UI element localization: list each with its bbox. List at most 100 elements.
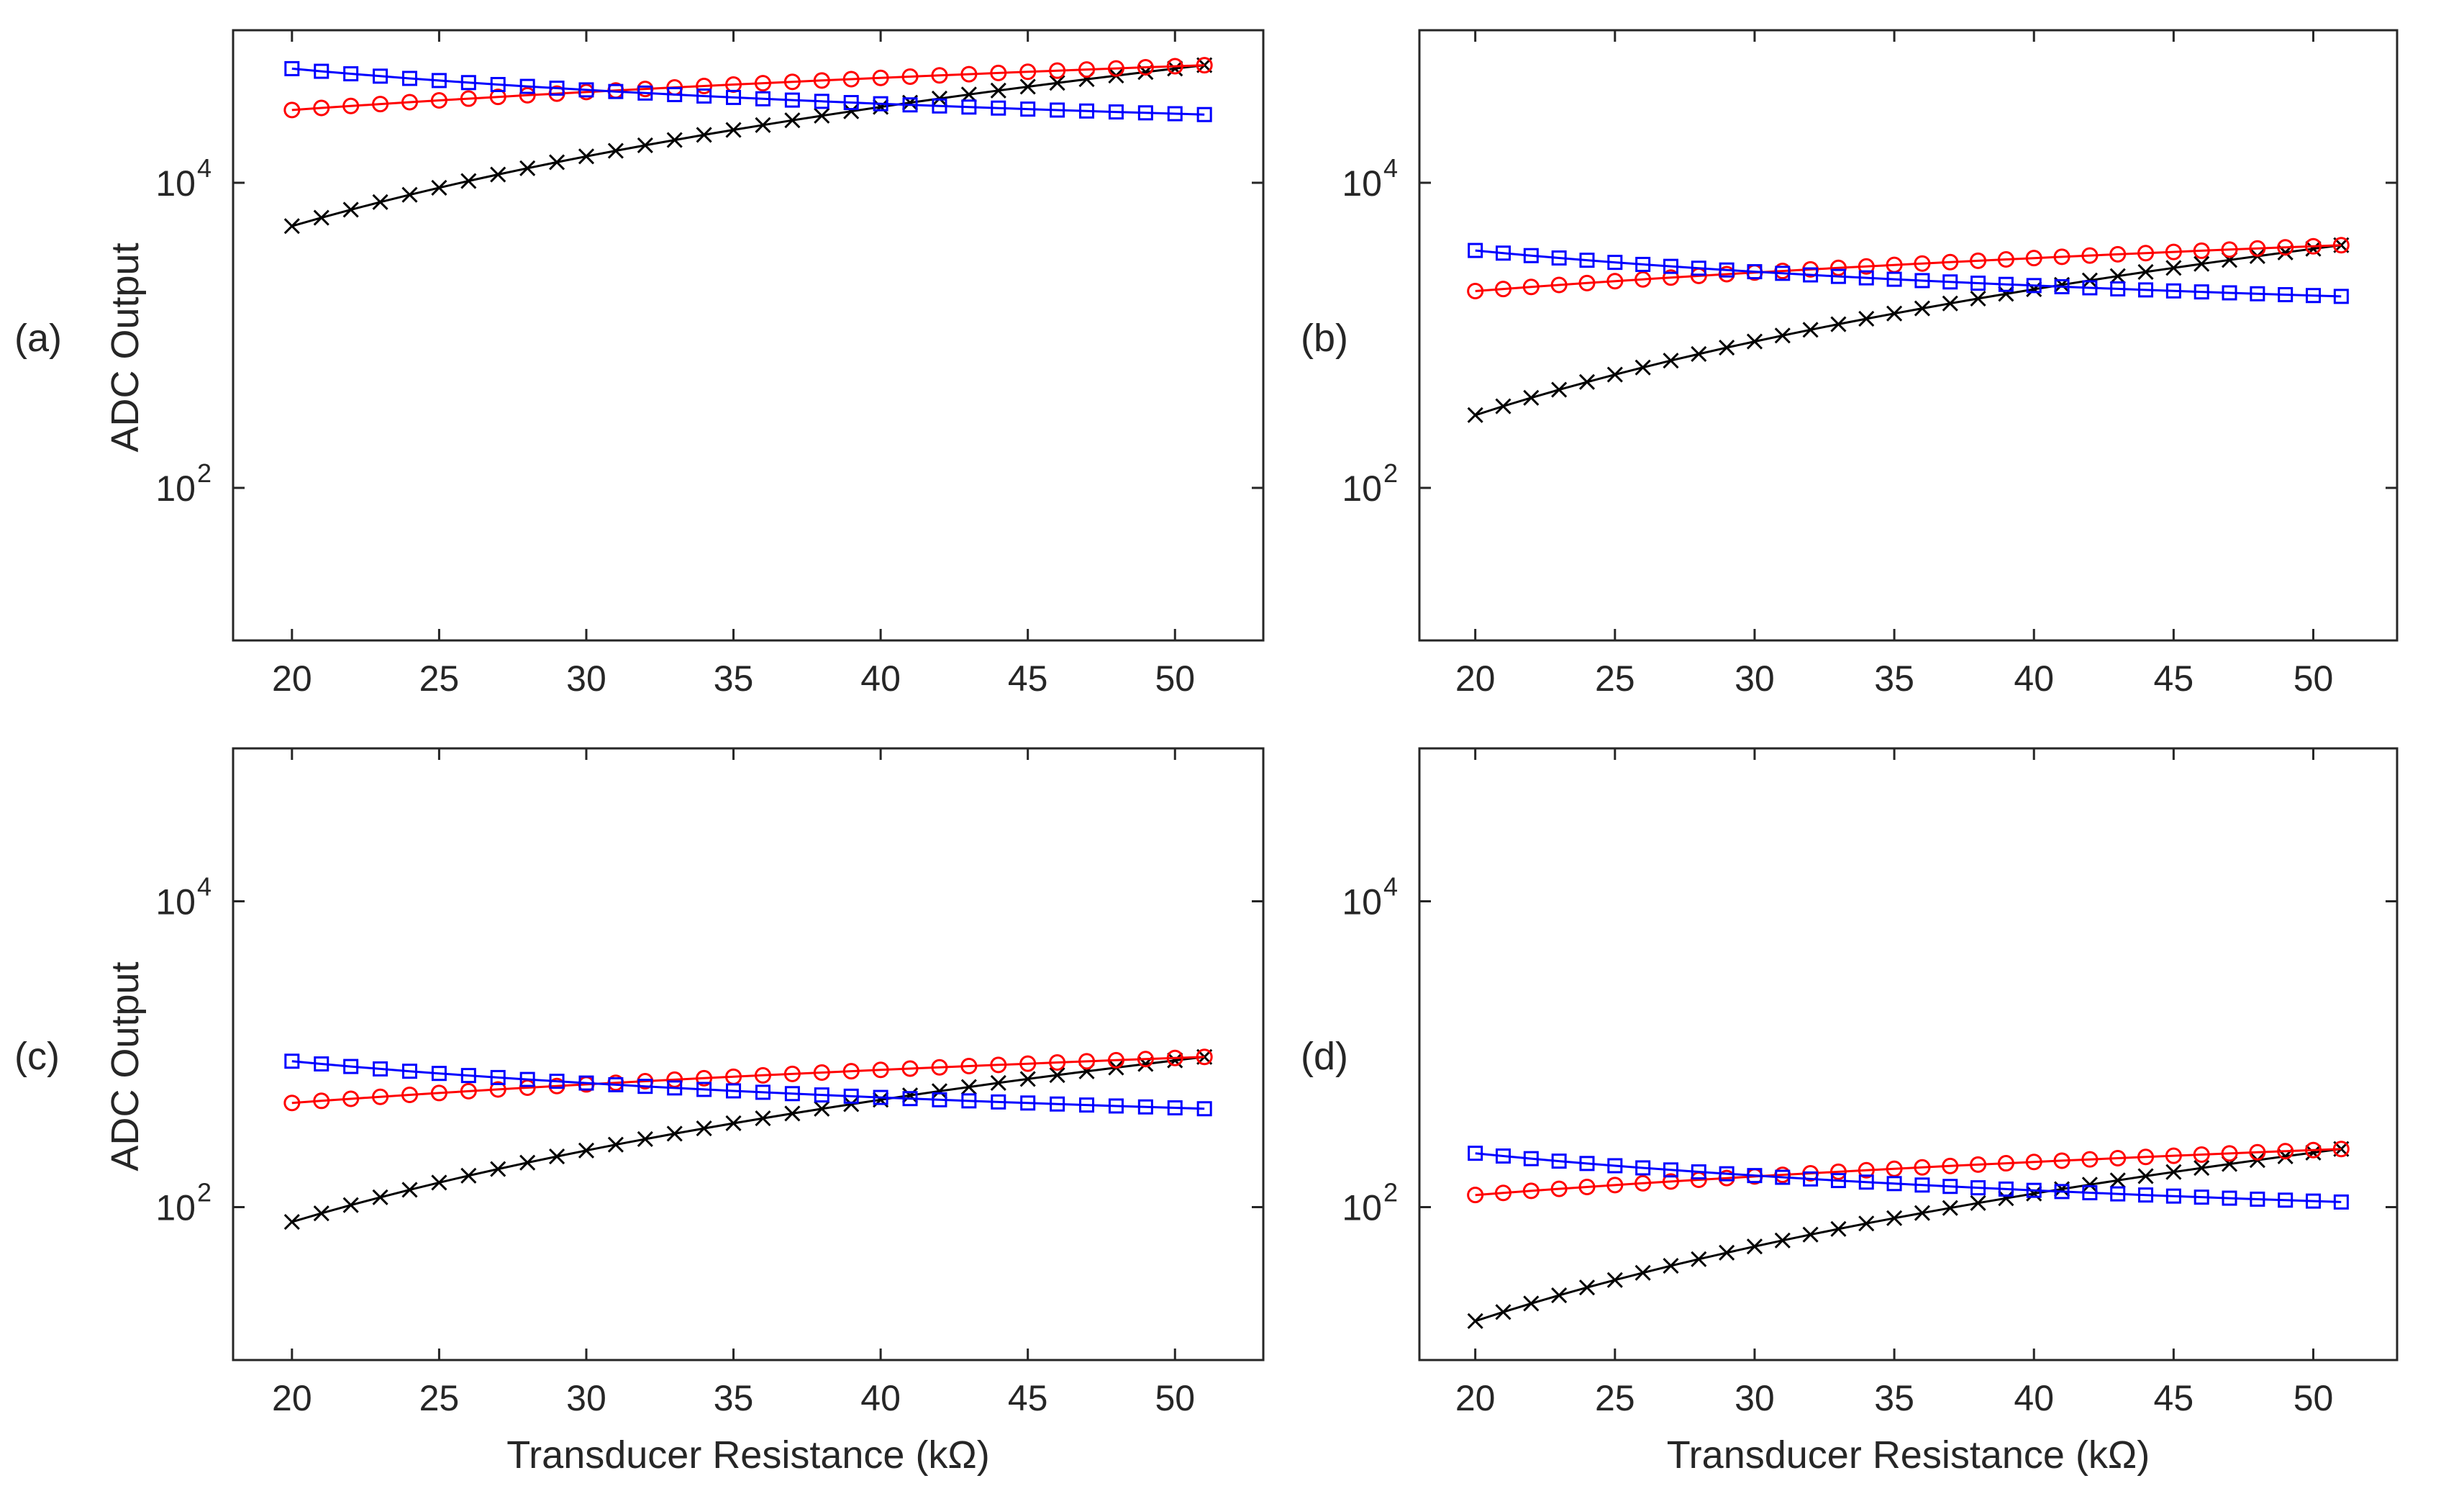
data-point-blue <box>284 1053 300 1069</box>
data-point-black <box>2305 1144 2322 1161</box>
x-tick-label: 25 <box>1595 658 1635 699</box>
data-point-black <box>2137 263 2154 281</box>
x-tick-label: 20 <box>272 658 312 699</box>
y-tick-base: 10 <box>1342 1188 1382 1228</box>
data-point-red <box>2081 247 2099 264</box>
data-point-black <box>1049 1066 1065 1084</box>
data-point-blue <box>696 1082 712 1097</box>
y-tick-exponent: 4 <box>197 153 212 183</box>
data-point-red <box>519 86 536 104</box>
data-point-red <box>342 1090 360 1107</box>
data-point-red <box>313 1092 330 1110</box>
data-point-red <box>931 67 948 84</box>
data-point-blue <box>1167 106 1183 122</box>
data-point-blue <box>1719 262 1735 278</box>
data-point-blue <box>1886 271 1902 287</box>
data-point-black <box>2193 1159 2210 1177</box>
data-point-blue <box>401 71 417 86</box>
x-tick-label: 20 <box>1455 658 1496 699</box>
data-point-black <box>1635 359 1651 376</box>
data-point-black <box>1663 353 1679 369</box>
data-point-red <box>2277 239 2294 256</box>
data-point-blue <box>460 75 476 91</box>
data-point-red <box>1137 1051 1154 1068</box>
data-point-blue <box>490 76 506 92</box>
data-point-blue <box>755 91 770 106</box>
data-point-black <box>431 179 447 196</box>
data-point-blue <box>1551 1154 1567 1169</box>
data-point-blue <box>2306 288 2322 304</box>
data-point-black <box>607 1136 624 1153</box>
data-point-red <box>1635 271 1652 288</box>
data-point-black <box>2165 1164 2182 1180</box>
data-point-blue <box>1830 1173 1846 1189</box>
data-point-blue <box>814 94 829 109</box>
data-point-black <box>372 194 388 210</box>
data-point-blue <box>1747 264 1763 280</box>
data-point-black <box>1746 333 1763 350</box>
data-point-black <box>696 1120 712 1137</box>
data-point-black <box>1970 290 1986 307</box>
data-point-blue <box>608 83 624 99</box>
data-point-blue <box>1579 1156 1595 1172</box>
data-point-red <box>1970 1156 1987 1173</box>
data-point-red <box>783 73 801 91</box>
data-point-red <box>1997 1155 2014 1172</box>
y-tick-label: 10 <box>1342 882 1382 923</box>
data-point-red <box>2221 1145 2238 1162</box>
data-point-red <box>2277 1143 2294 1160</box>
data-point-black <box>637 1130 653 1148</box>
x-tick-label: 40 <box>860 658 901 699</box>
data-point-red <box>2137 1148 2155 1166</box>
data-point-black <box>637 137 653 153</box>
data-point-black <box>607 142 624 159</box>
data-point-blue <box>1803 1171 1819 1187</box>
data-point-black <box>2109 268 2126 284</box>
data-point-red <box>2109 1149 2127 1166</box>
y-tick-exponent: 2 <box>1383 458 1398 488</box>
data-point-black <box>1606 366 1623 383</box>
data-point-blue <box>2250 286 2265 302</box>
data-point-blue <box>637 1079 653 1095</box>
data-point-black <box>401 186 418 203</box>
data-point-red <box>2305 237 2322 255</box>
data-point-blue <box>1108 104 1124 120</box>
data-point-blue <box>1079 103 1095 119</box>
data-point-red <box>1635 1174 1652 1192</box>
data-point-blue <box>2278 1192 2293 1208</box>
data-point-blue <box>373 68 388 84</box>
data-point-blue <box>1775 1169 1791 1185</box>
y-axis-label: ADC Output <box>104 961 147 1171</box>
data-point-black <box>666 132 683 148</box>
data-point-blue <box>1167 1100 1183 1116</box>
data-point-red <box>990 64 1007 81</box>
data-point-blue <box>284 60 300 76</box>
data-point-red <box>1078 1053 1096 1070</box>
data-point-blue <box>1468 1146 1483 1161</box>
data-point-blue <box>932 1092 947 1107</box>
data-point-blue <box>1747 1168 1763 1184</box>
data-point-black <box>1495 398 1511 414</box>
x-tick-label: 25 <box>419 1378 460 1418</box>
data-point-red <box>754 75 771 92</box>
data-point-black <box>548 1148 565 1165</box>
data-point-black <box>1858 1215 1875 1232</box>
data-point-blue <box>2110 1186 2126 1202</box>
data-point-blue <box>1998 1181 2014 1197</box>
data-point-blue <box>696 88 712 104</box>
data-point-red <box>313 99 330 117</box>
data-point-red <box>2305 1141 2322 1159</box>
data-point-blue <box>2026 1182 2042 1198</box>
data-point-blue <box>1050 1096 1065 1112</box>
data-point-black <box>1719 340 1735 356</box>
x-tick-label: 50 <box>2293 658 2334 699</box>
data-point-red <box>2025 250 2042 267</box>
data-point-blue <box>1998 276 2014 292</box>
data-point-red <box>1107 60 1124 77</box>
data-point-red <box>372 96 389 113</box>
data-point-blue <box>2333 289 2349 304</box>
data-point-blue <box>2138 282 2154 298</box>
data-point-blue <box>1579 253 1595 268</box>
